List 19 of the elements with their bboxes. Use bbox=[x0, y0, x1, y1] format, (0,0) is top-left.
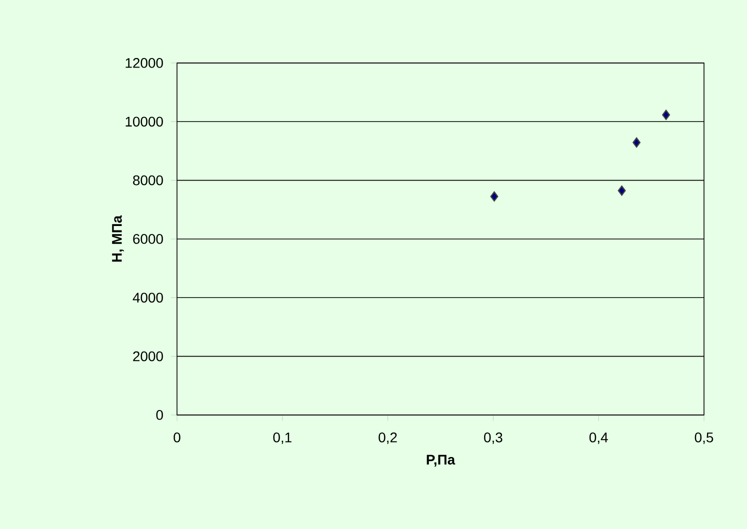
point bbox=[662, 110, 670, 120]
x-tick-label: 0,4 bbox=[589, 432, 608, 444]
y-tick-label: 0 bbox=[156, 410, 163, 420]
x-tick-label: 0 bbox=[174, 432, 180, 442]
y-axis-title: H, МПа bbox=[112, 215, 124, 262]
x-tick-label: 0,1 bbox=[273, 432, 292, 444]
point bbox=[490, 191, 498, 202]
y-tick-label: 12000 bbox=[126, 58, 163, 68]
point bbox=[618, 186, 626, 196]
y-tick-label: 2000 bbox=[133, 351, 163, 362]
x-tick-label: 0,3 bbox=[484, 432, 502, 444]
x-tick-label: 0,5 bbox=[694, 432, 714, 444]
y-tick-label: 10000 bbox=[126, 116, 163, 127]
x-axis-title: P,Па bbox=[426, 454, 456, 467]
y-tick-label: 4000 bbox=[132, 292, 163, 303]
point bbox=[632, 137, 641, 148]
x-tick-label: 0,2 bbox=[378, 432, 397, 444]
y-tick-label: 8000 bbox=[133, 175, 163, 186]
y-tick-label: 6000 bbox=[133, 234, 163, 244]
